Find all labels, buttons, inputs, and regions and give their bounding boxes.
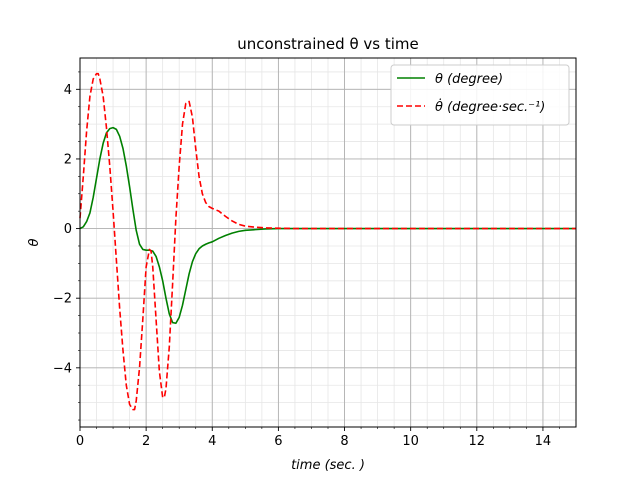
series-line-theta-dot	[79, 72, 576, 411]
plot-lines	[79, 72, 576, 411]
x-tick-label: 12	[469, 434, 486, 449]
y-tick-label: −4	[53, 361, 72, 376]
legend-label-theta: θ (degree)	[435, 72, 503, 87]
chart-title: unconstrained θ vs time	[237, 35, 419, 53]
y-tick-label: 4	[64, 83, 72, 98]
x-axis-label: time (sec. )	[291, 458, 365, 473]
legend-label-theta-dot: θ̇ (degree·sec.⁻¹)	[435, 99, 545, 115]
x-tick-label: 8	[340, 434, 348, 449]
x-tick-label: 4	[208, 434, 216, 449]
axis-ticks: 0 2 4 6 8 10 12 14 −4 −2 0 2 4	[53, 71, 560, 449]
legend: θ (degree) θ̇ (degree·sec.⁻¹)	[390, 64, 570, 126]
x-tick-label: 14	[535, 434, 552, 449]
x-tick-label: 2	[142, 434, 150, 449]
x-tick-label: 0	[76, 434, 84, 449]
x-tick-label: 6	[274, 434, 282, 449]
y-tick-label: 2	[64, 152, 72, 167]
y-axis-label: θ	[27, 238, 42, 246]
y-tick-label: −2	[53, 292, 72, 307]
series-line-theta	[79, 126, 576, 325]
x-tick-label: 10	[402, 434, 419, 449]
y-tick-label: 0	[64, 222, 72, 237]
legend-box	[390, 64, 570, 126]
